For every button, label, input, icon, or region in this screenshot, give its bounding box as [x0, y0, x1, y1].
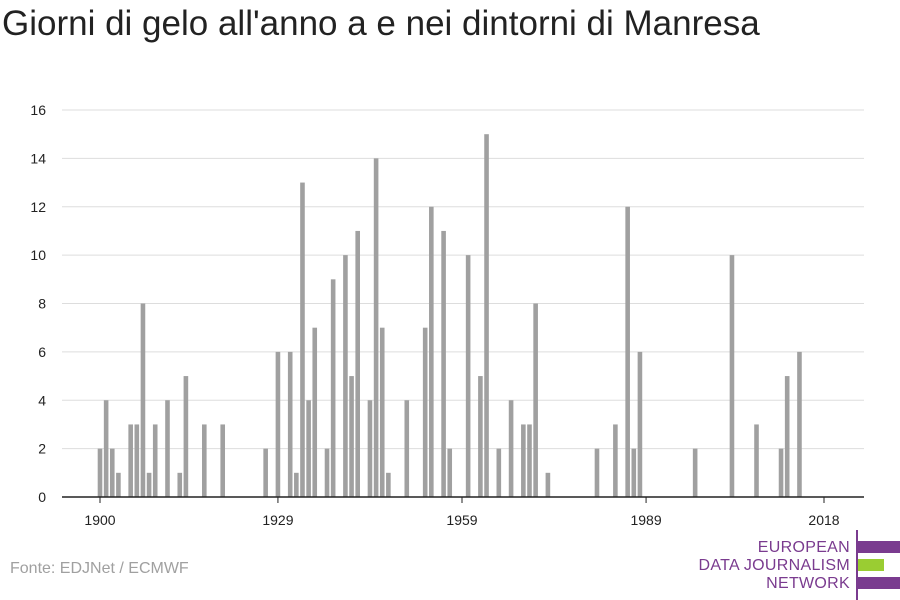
- bar-1967: [508, 400, 514, 497]
- logo-text-european: EUROPEAN: [757, 539, 850, 556]
- bar-1981: [594, 448, 600, 497]
- x-tick-label: 1989: [630, 512, 661, 528]
- bar-1920: [220, 424, 226, 497]
- grid-lines: [62, 109, 864, 450]
- y-tick-label: 10: [30, 247, 46, 263]
- bar-1960: [465, 255, 471, 497]
- bar-1917: [202, 424, 207, 497]
- y-tick-label: 12: [30, 199, 46, 215]
- bar-1913: [177, 472, 183, 497]
- bar-1929: [275, 351, 281, 497]
- logo-bar-bottom: [858, 577, 900, 589]
- bar-1937: [324, 448, 330, 497]
- bar-1938: [330, 279, 336, 497]
- bar-1903: [116, 472, 121, 497]
- bar-1931: [287, 351, 293, 497]
- bar-1987: [631, 448, 637, 497]
- bar-1902: [109, 448, 115, 497]
- bar-1940: [343, 255, 348, 497]
- bar-1944: [367, 400, 373, 497]
- bar-2003: [729, 255, 735, 497]
- bar-1984: [613, 424, 618, 497]
- bar-1911: [165, 400, 170, 497]
- bar-1908: [146, 472, 152, 497]
- bar-1954: [429, 206, 434, 497]
- y-tick-label: 2: [38, 441, 46, 457]
- logo-divider: [856, 530, 858, 600]
- bar-1900: [97, 448, 103, 497]
- bar-1962: [478, 376, 483, 497]
- bar-1914: [183, 376, 189, 497]
- edjnet-logo[interactable]: EUROPEAN DATA JOURNALISM NETWORK: [698, 530, 900, 600]
- bar-1934: [306, 400, 311, 497]
- bar-1942: [355, 230, 360, 497]
- bar-1953: [422, 327, 428, 497]
- chart-title: Giorni di gelo all'anno a e nei dintorni…: [2, 4, 760, 43]
- x-tick-label: 1959: [446, 512, 477, 528]
- axes: 0 2 4 6 8 10 12 14 16 1900 1929 1959 1989 2018: [30, 102, 864, 528]
- bar-1997: [692, 448, 698, 497]
- bar-1969: [521, 424, 526, 497]
- bar-1909: [152, 424, 158, 497]
- bar-1963: [484, 134, 489, 497]
- bar-2011: [778, 448, 784, 497]
- bar-1935: [312, 327, 318, 497]
- logo-text-data-journalism: DATA JOURNALISM: [698, 557, 850, 574]
- bars: [97, 134, 802, 497]
- bar-1988: [637, 351, 643, 497]
- bar-1986: [625, 206, 630, 497]
- y-tick-label: 8: [38, 296, 46, 312]
- bar-2007: [754, 424, 759, 497]
- y-tick-label: 6: [38, 344, 46, 360]
- logo-bar-top: [858, 541, 900, 553]
- bar-1973: [545, 472, 551, 497]
- bar-1950: [404, 400, 410, 497]
- bar-1927: [263, 448, 268, 497]
- logo-text-network: NETWORK: [766, 575, 850, 592]
- bar-1956: [441, 230, 446, 497]
- y-tick-label: 14: [30, 150, 46, 166]
- bar-1946: [379, 327, 385, 497]
- bar-1905: [128, 424, 133, 497]
- bar-2012: [784, 376, 790, 497]
- bar-1947: [386, 472, 391, 497]
- bar-2014: [797, 351, 802, 497]
- bar-1971: [533, 303, 538, 497]
- x-tick-label: 2018: [808, 512, 839, 528]
- bar-1957: [447, 448, 453, 497]
- y-tick-label: 4: [38, 392, 46, 408]
- x-tick-label: 1900: [84, 512, 115, 528]
- bar-1907: [140, 303, 146, 497]
- x-tick-label: 1929: [262, 512, 293, 528]
- bar-1932: [294, 472, 299, 497]
- bar-1965: [496, 448, 502, 497]
- source-credit: Fonte: EDJNet / ECMWF: [10, 560, 189, 577]
- logo-bar-middle: [858, 559, 884, 571]
- bar-1933: [300, 182, 305, 497]
- bar-1970: [527, 424, 532, 497]
- bar-1945: [373, 158, 379, 497]
- y-tick-label: 16: [30, 102, 46, 118]
- bar-1941: [349, 376, 354, 497]
- y-tick-label: 0: [38, 489, 46, 505]
- bar-1901: [103, 400, 109, 497]
- bar-1906: [134, 424, 140, 497]
